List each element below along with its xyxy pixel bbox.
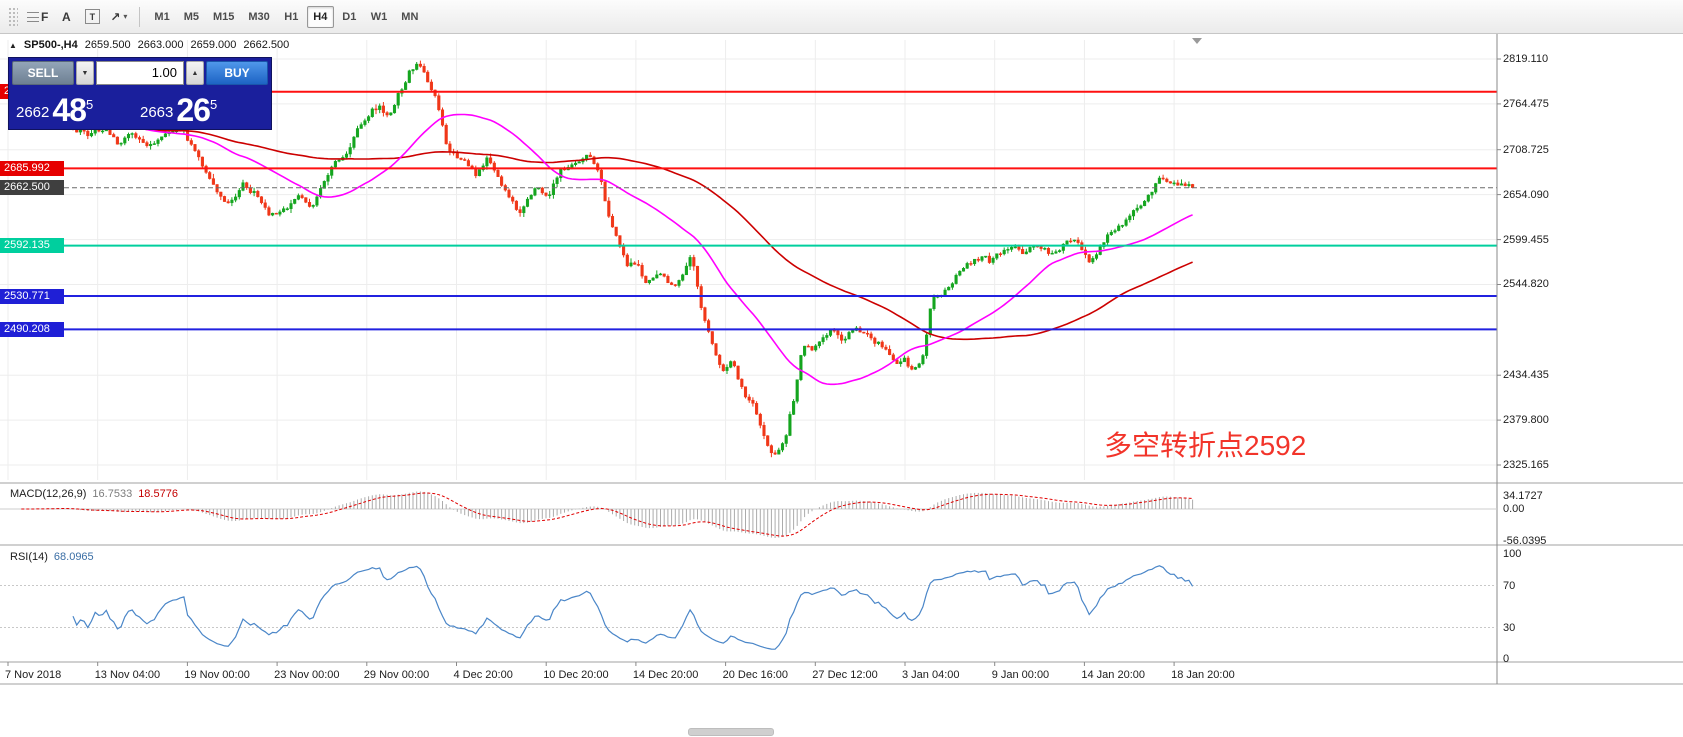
buy-button[interactable]: BUY [206,61,268,85]
timeframe-button-m15[interactable]: M15 [207,6,240,28]
fibonacci-label: F [41,9,49,24]
timeframe-button-h1[interactable]: H1 [278,6,305,28]
ma-slow-line [21,119,1193,341]
one-click-trading-panel: SELL ▼ 1.00 ▲ BUY 2662 48 5 2663 26 5 [8,57,272,130]
arrows-icon: ↗ [110,9,121,24]
timeframe-button-d1[interactable]: D1 [336,6,363,28]
toolbar: F A T ↗ ▾ M1 M5 M15 M30 H1 H4 D1 W1 MN [0,0,1683,34]
rsi-name: RSI(14) [10,551,48,563]
volume-down-icon: ▼ [81,69,89,77]
volume-decrease-button[interactable]: ▼ [76,61,94,85]
chart-header: ▲ SP500-,H4 2659.500 2663.000 2659.000 2… [9,39,289,51]
ohlc-close: 2662.500 [243,39,290,51]
chart-window[interactable]: ▲ SP500-,H4 2659.500 2663.000 2659.000 2… [0,34,1683,737]
toolbar-grip[interactable] [8,6,18,27]
sell-price-big: 48 [52,92,87,128]
ohlc-low: 2659.000 [190,39,237,51]
fibonacci-icon [27,11,39,22]
macd-label: MACD(12,26,9) 16.7533 18.5776 [10,488,178,500]
grid [0,40,1497,480]
rsi-label: RSI(14) 68.0965 [10,551,94,563]
volume-input[interactable]: 1.00 [96,61,184,85]
ma-fast-line [21,113,1193,386]
ohlc-open: 2659.500 [84,39,131,51]
arrows-tool-button[interactable]: ↗ ▾ [105,5,132,29]
toolbar-separator [139,6,141,27]
caret-down-icon: ▾ [123,12,128,21]
rsi-value: 68.0965 [53,551,94,563]
symbol-marker-icon: ▲ [9,40,17,50]
buy-price-big: 26 [176,92,211,128]
macd-name: MACD(12,26,9) [10,488,87,500]
buy-price[interactable]: 2663 26 5 [140,92,264,128]
textbox-icon: T [84,9,100,24]
symbol-label: SP500-,H4 [23,39,78,51]
macd-signal-value: 18.5776 [138,488,178,500]
volume-increase-button[interactable]: ▲ [186,61,204,85]
timeframe-button-w1[interactable]: W1 [365,6,394,28]
macd-histogram [31,491,1194,538]
timeframe-button-mn[interactable]: MN [395,6,424,28]
chart-annotation: 多空转折点2592 [1104,430,1307,461]
price-chart-canvas[interactable] [0,34,1683,737]
rsi-line [72,565,1194,650]
ohlc-high: 2663.000 [137,39,184,51]
chart-shift-marker[interactable] [1192,38,1202,44]
horizontal-scrollbar-thumb[interactable] [688,728,774,736]
timeframe-button-m1[interactable]: M1 [148,6,175,28]
buy-price-stem: 2663 [140,104,174,121]
sell-button[interactable]: SELL [12,61,74,85]
sell-price-stem: 2662 [16,104,50,121]
textbox-tool-button[interactable]: T [79,5,105,29]
text-icon: A [62,9,71,24]
macd-main-value: 16.7533 [92,488,133,500]
timeframe-button-h4[interactable]: H4 [306,5,334,28]
sell-price[interactable]: 2662 48 5 [16,92,140,128]
macd-signal-line [21,492,1193,537]
timeframe-toolbar: M1 M5 M15 M30 H1 H4 D1 W1 MN [147,5,425,28]
volume-up-icon: ▲ [191,69,199,77]
timeframe-button-m5[interactable]: M5 [178,6,205,28]
text-tool-button[interactable]: A [53,5,79,29]
fibonacci-tool-button[interactable]: F [22,5,53,29]
timeframe-button-m30[interactable]: M30 [242,6,275,28]
buy-price-sup: 5 [209,97,218,112]
sell-price-sup: 5 [85,97,94,112]
